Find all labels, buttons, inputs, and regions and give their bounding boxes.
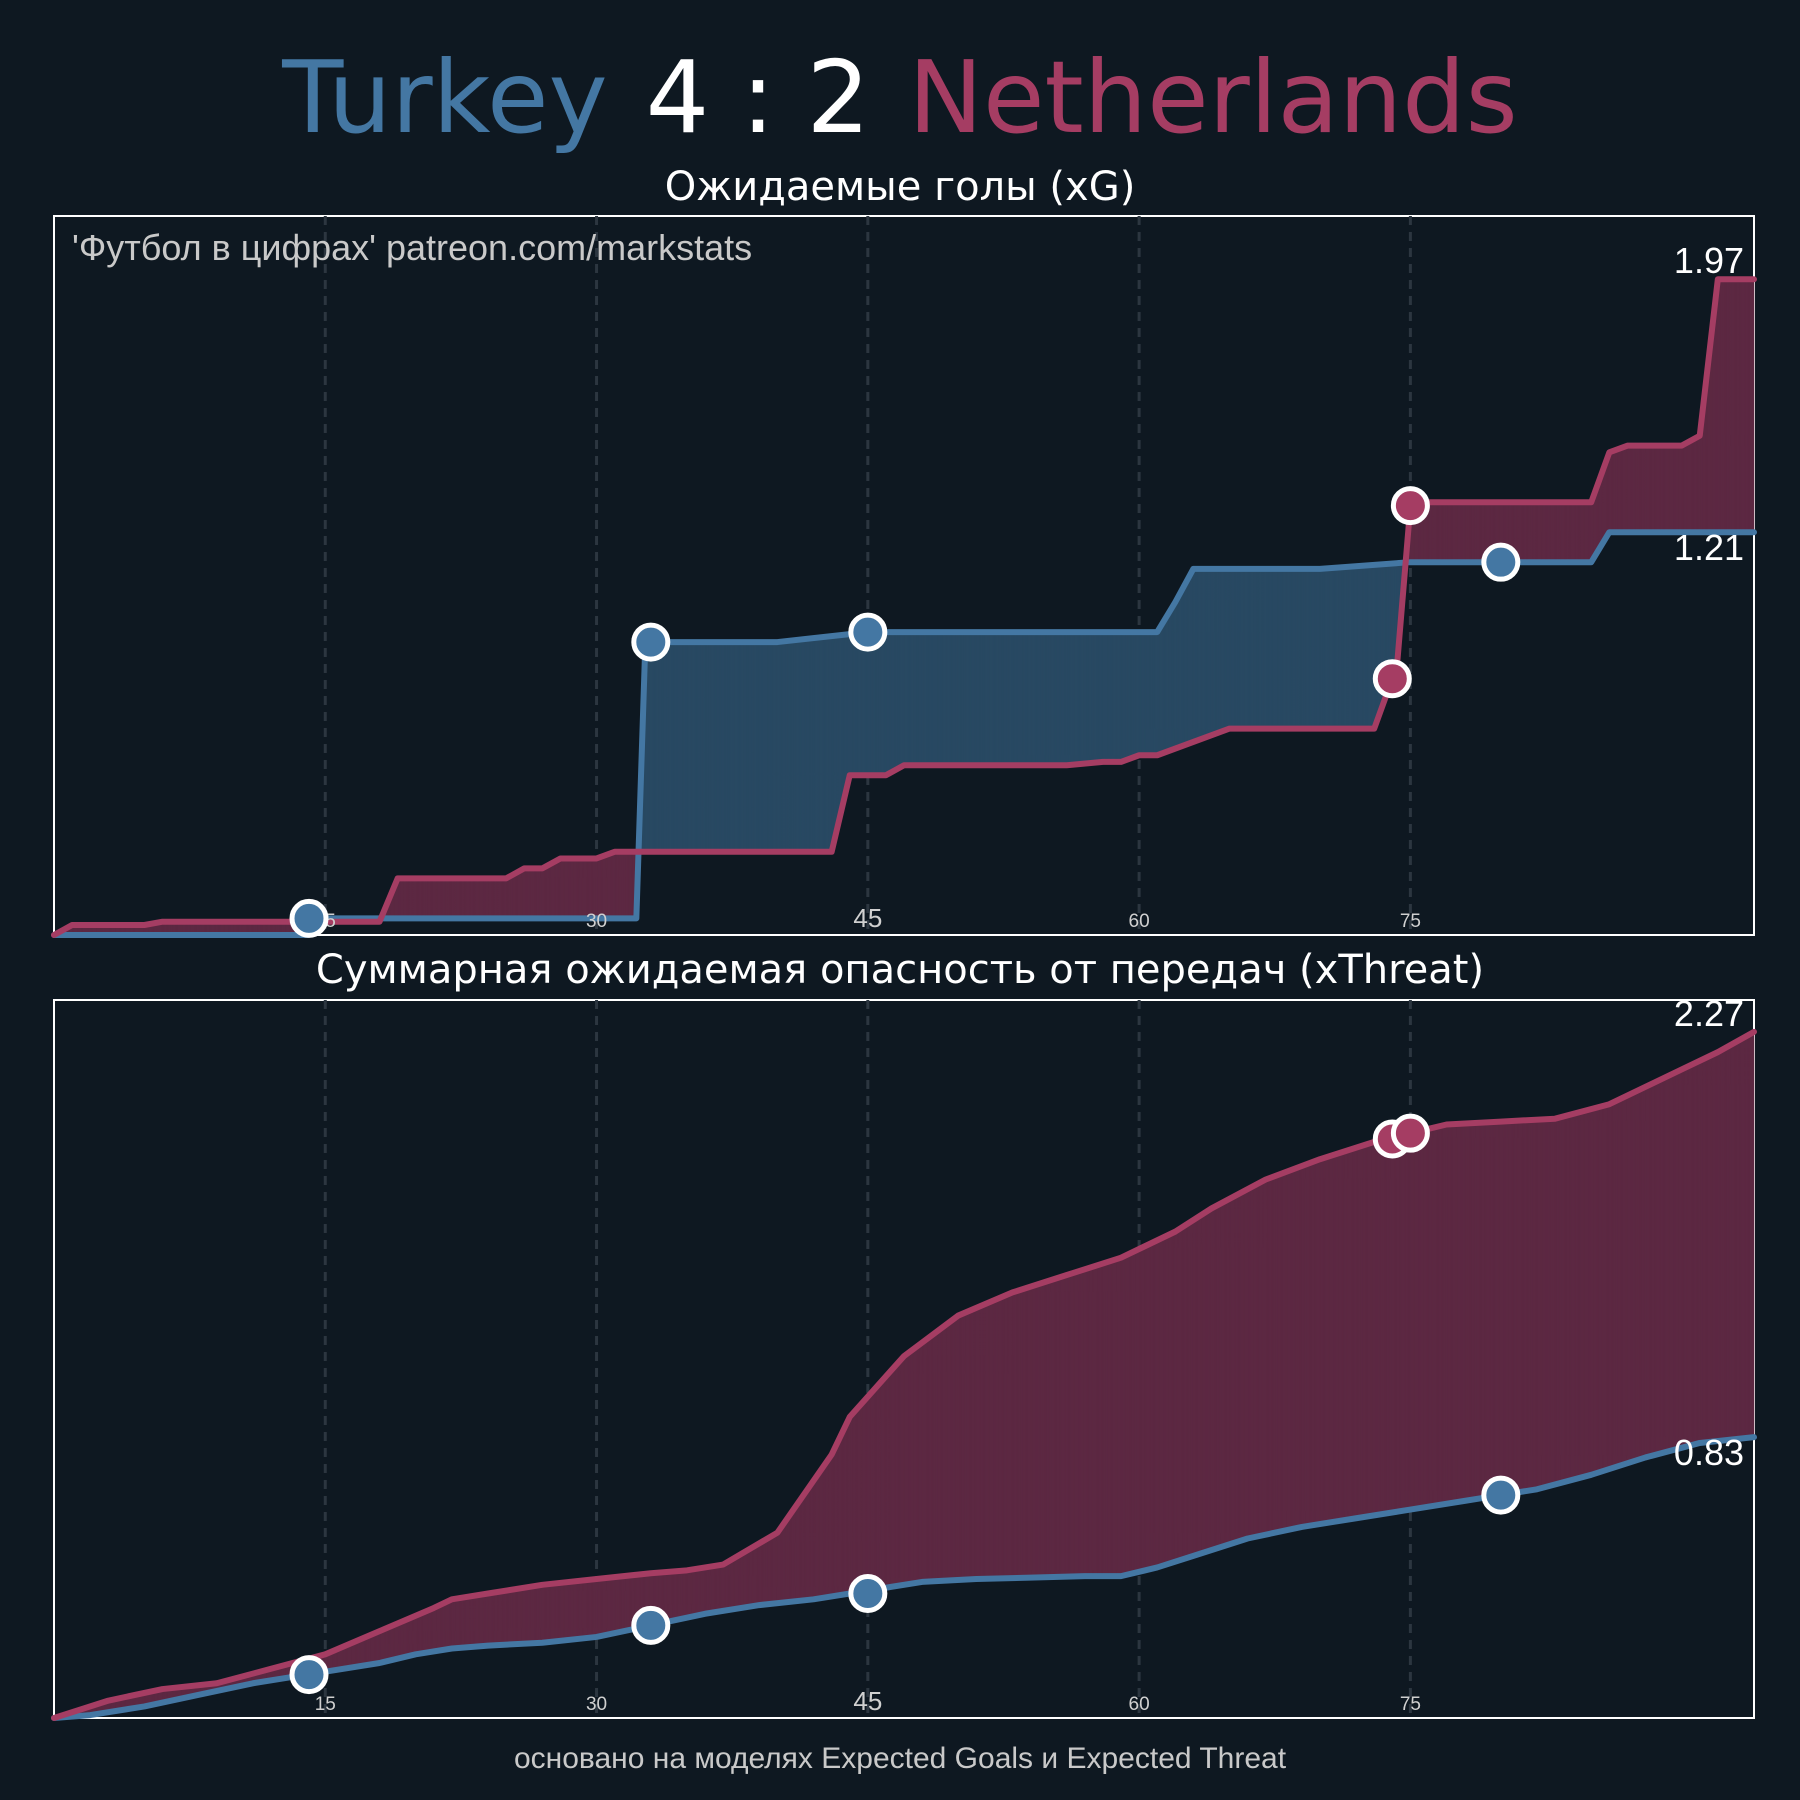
xg-tick-label-75: 75 bbox=[1400, 911, 1421, 932]
watermark-text: 'Футбол в цифрах' patreon.com/markstats bbox=[72, 227, 752, 268]
xthreat-away-lead-area bbox=[53, 1031, 1755, 1719]
xthreat-home-goal-marker-1 bbox=[289, 1655, 329, 1695]
match-title: Turkey 4 : 2 Netherlands bbox=[0, 38, 1800, 158]
match-score: 4 : 2 bbox=[645, 39, 871, 156]
xg-away-total-label: 1.97 bbox=[1674, 240, 1744, 281]
xg-home-goal-marker-4 bbox=[1481, 542, 1521, 582]
xthreat-home-goal-marker-4 bbox=[1481, 1475, 1521, 1515]
xg-away-line bbox=[51, 276, 1757, 938]
xg-tick-label-30: 30 bbox=[586, 911, 607, 932]
away-team-name: Netherlands bbox=[908, 39, 1518, 156]
xthreat-away-total-label: 2.27 bbox=[1674, 993, 1744, 1034]
xthreat-tick-label-75: 75 bbox=[1400, 1694, 1421, 1715]
footer-note: основано на моделях Expected Goals и Exp… bbox=[513, 1742, 1287, 1775]
xthreat-tick-label-60: 60 bbox=[1129, 1694, 1150, 1715]
xthreat-away-goal-marker-2 bbox=[1390, 1113, 1430, 1153]
xg-plot-frame bbox=[53, 215, 1755, 936]
xg-away-goal-marker-1 bbox=[1372, 659, 1412, 699]
home-team-name: Turkey bbox=[282, 39, 608, 156]
xthreat-away-line bbox=[51, 1028, 1757, 1721]
xthreat-home-total-label: 0.83 bbox=[1674, 1432, 1744, 1473]
xthreat-tick-label-15: 15 bbox=[315, 1694, 336, 1715]
xthreat-home-goal-marker-2 bbox=[631, 1605, 671, 1645]
xg-home-line bbox=[51, 529, 1757, 938]
xg-tick-label-45: 45 bbox=[853, 903, 882, 933]
xthreat-chart-title: Суммарная ожидаемая опасность от передач… bbox=[315, 947, 1485, 993]
xg-away-goal-marker-2 bbox=[1390, 486, 1430, 526]
xg-chart-title: Ожидаемые голы (xG) bbox=[664, 164, 1136, 210]
xthreat-tick-label-30: 30 bbox=[586, 1694, 607, 1715]
xg-home-goal-marker-3 bbox=[848, 612, 888, 652]
xthreat-tick-label-45: 45 bbox=[853, 1686, 882, 1716]
xg-home-goal-marker-1 bbox=[289, 898, 329, 938]
xthreat-home-goal-marker-3 bbox=[848, 1574, 888, 1614]
xg-away-lead-area bbox=[52, 278, 1755, 936]
xg-home-goal-marker-2 bbox=[631, 622, 671, 662]
xg-tick-label-60: 60 bbox=[1129, 911, 1150, 932]
xg-home-total-label: 1.21 bbox=[1674, 527, 1744, 568]
